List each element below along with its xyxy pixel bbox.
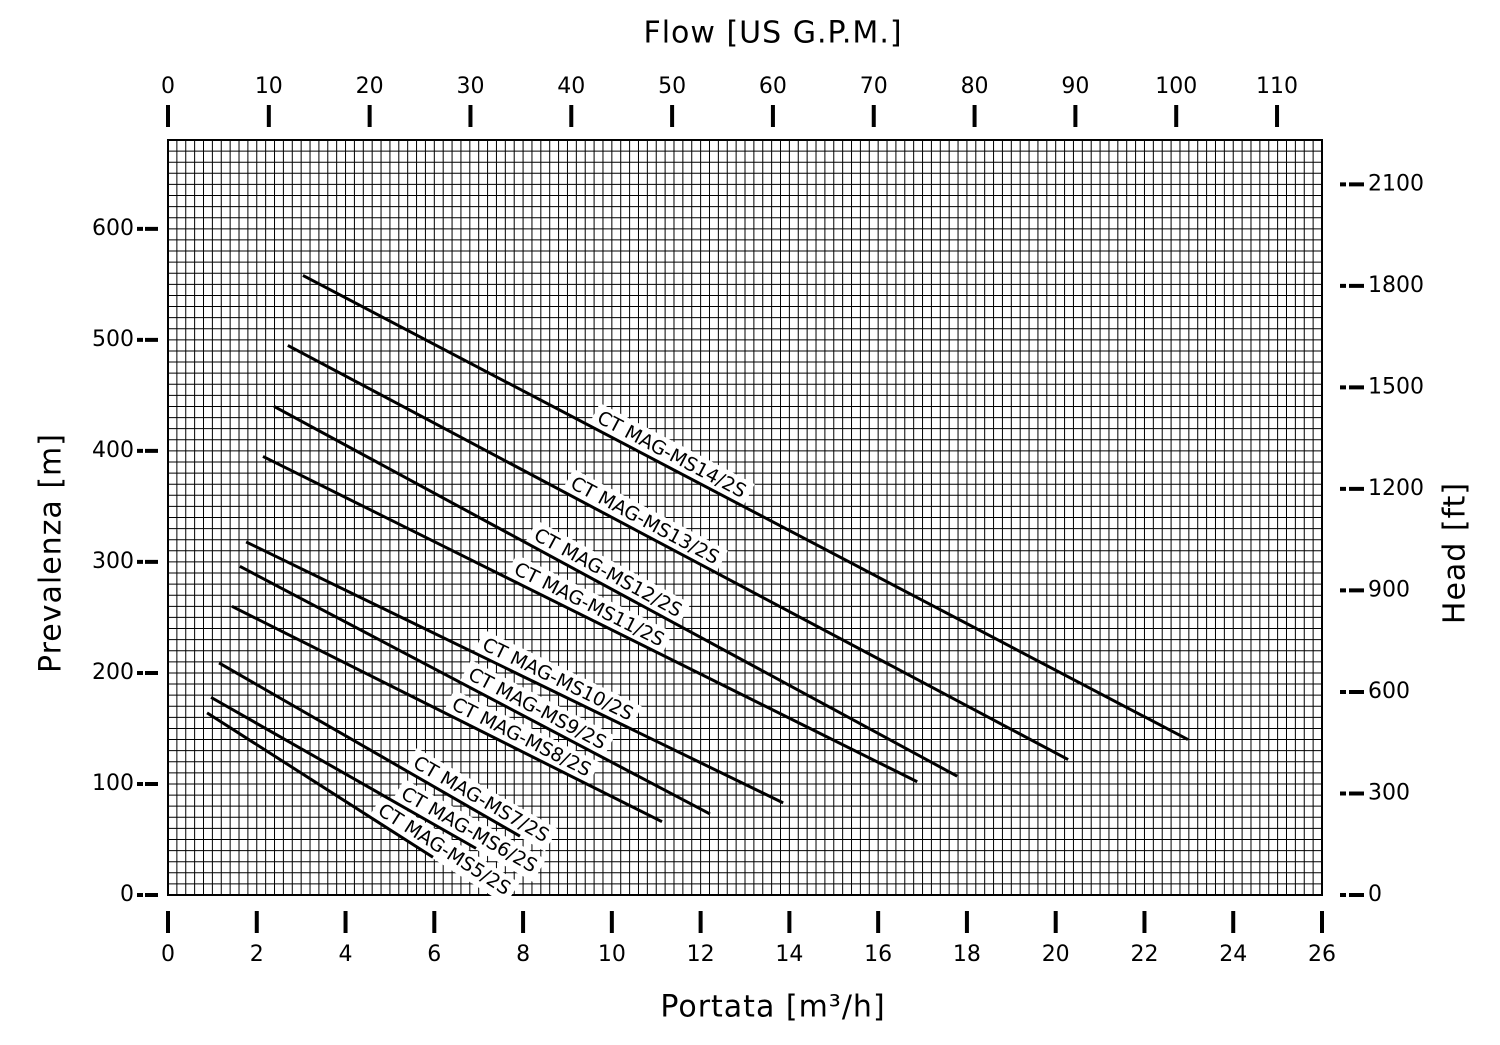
y-tick-label: 0 (120, 882, 134, 907)
y2-tick-label: 300 (1368, 780, 1410, 805)
curve (287, 344, 1069, 761)
curve (206, 711, 434, 859)
x2-tick-label: 30 (456, 74, 484, 99)
y-tick-label: 200 (92, 660, 134, 685)
curve-label-bg (473, 629, 642, 730)
x-tick-label: 18 (953, 942, 981, 967)
x2-tick-label: 40 (557, 74, 585, 99)
x2-tick-label: 50 (658, 74, 686, 99)
x-tick-label: 26 (1308, 942, 1336, 967)
x-tick-label: 24 (1219, 942, 1247, 967)
y-tick-label: 300 (92, 549, 134, 574)
x-tick-label: 22 (1130, 942, 1158, 967)
y2-tick-label: 1800 (1368, 273, 1424, 298)
x-axis-title: Portata [m³/h] (660, 990, 885, 1025)
y-axis-title: Prevalenza [m] (34, 433, 69, 673)
curve-label-bg (561, 468, 728, 574)
x-tick-label: 14 (775, 942, 803, 967)
x2-tick-label: 20 (356, 74, 384, 99)
y2-tick-label: 1200 (1368, 476, 1424, 501)
x2-tick-label: 100 (1155, 74, 1197, 99)
plot-border (167, 139, 1323, 896)
y-tick-label: 100 (92, 771, 134, 796)
y2-tick-label: 2100 (1368, 171, 1424, 196)
y2-tick-label: 900 (1368, 577, 1410, 602)
x2-tick-label: 10 (255, 74, 283, 99)
x-tick-label: 12 (687, 942, 715, 967)
curve (262, 455, 918, 784)
x2-axis-title: Flow [US G.P.M.] (643, 16, 902, 51)
y-tick-label: 400 (92, 438, 134, 463)
curve (273, 405, 958, 778)
x-tick-label: 6 (427, 942, 441, 967)
curve (239, 565, 711, 816)
curve (231, 604, 663, 824)
x2-tick-label: 80 (961, 74, 989, 99)
curve (302, 274, 1189, 741)
y-tick-label: 500 (92, 327, 134, 352)
x-tick-label: 2 (250, 942, 264, 967)
curve-label: CT MAG-MS14/2S (594, 407, 750, 503)
y2-tick-label: 0 (1368, 882, 1382, 907)
curve-label-bg (403, 747, 558, 852)
x-tick-label: 4 (339, 942, 353, 967)
curve (245, 540, 784, 805)
curve-label-bg (524, 520, 691, 627)
curve (218, 661, 521, 838)
x2-tick-label: 0 (161, 74, 175, 99)
x-tick-label: 20 (1042, 942, 1070, 967)
x2-tick-label: 70 (860, 74, 888, 99)
curve (210, 696, 477, 850)
x2-tick-label: 90 (1061, 74, 1089, 99)
x-tick-label: 0 (161, 942, 175, 967)
curve-label-bg (442, 689, 600, 786)
y2-tick-label: 600 (1368, 679, 1410, 704)
x-tick-label: 8 (516, 942, 530, 967)
curve-label-bg (368, 795, 520, 905)
curve-label-bg (587, 403, 755, 508)
curve-label-bg (458, 659, 615, 759)
y-tick-label: 600 (92, 216, 134, 241)
y2-tick-label: 1500 (1368, 374, 1424, 399)
curve-label-bg (504, 554, 673, 656)
x-tick-label: 16 (864, 942, 892, 967)
curve-label-bg (391, 778, 546, 882)
y2-axis-title: Head [ft] (1438, 482, 1473, 624)
x2-tick-label: 110 (1256, 74, 1298, 99)
x2-tick-label: 60 (759, 74, 787, 99)
x-tick-label: 10 (598, 942, 626, 967)
